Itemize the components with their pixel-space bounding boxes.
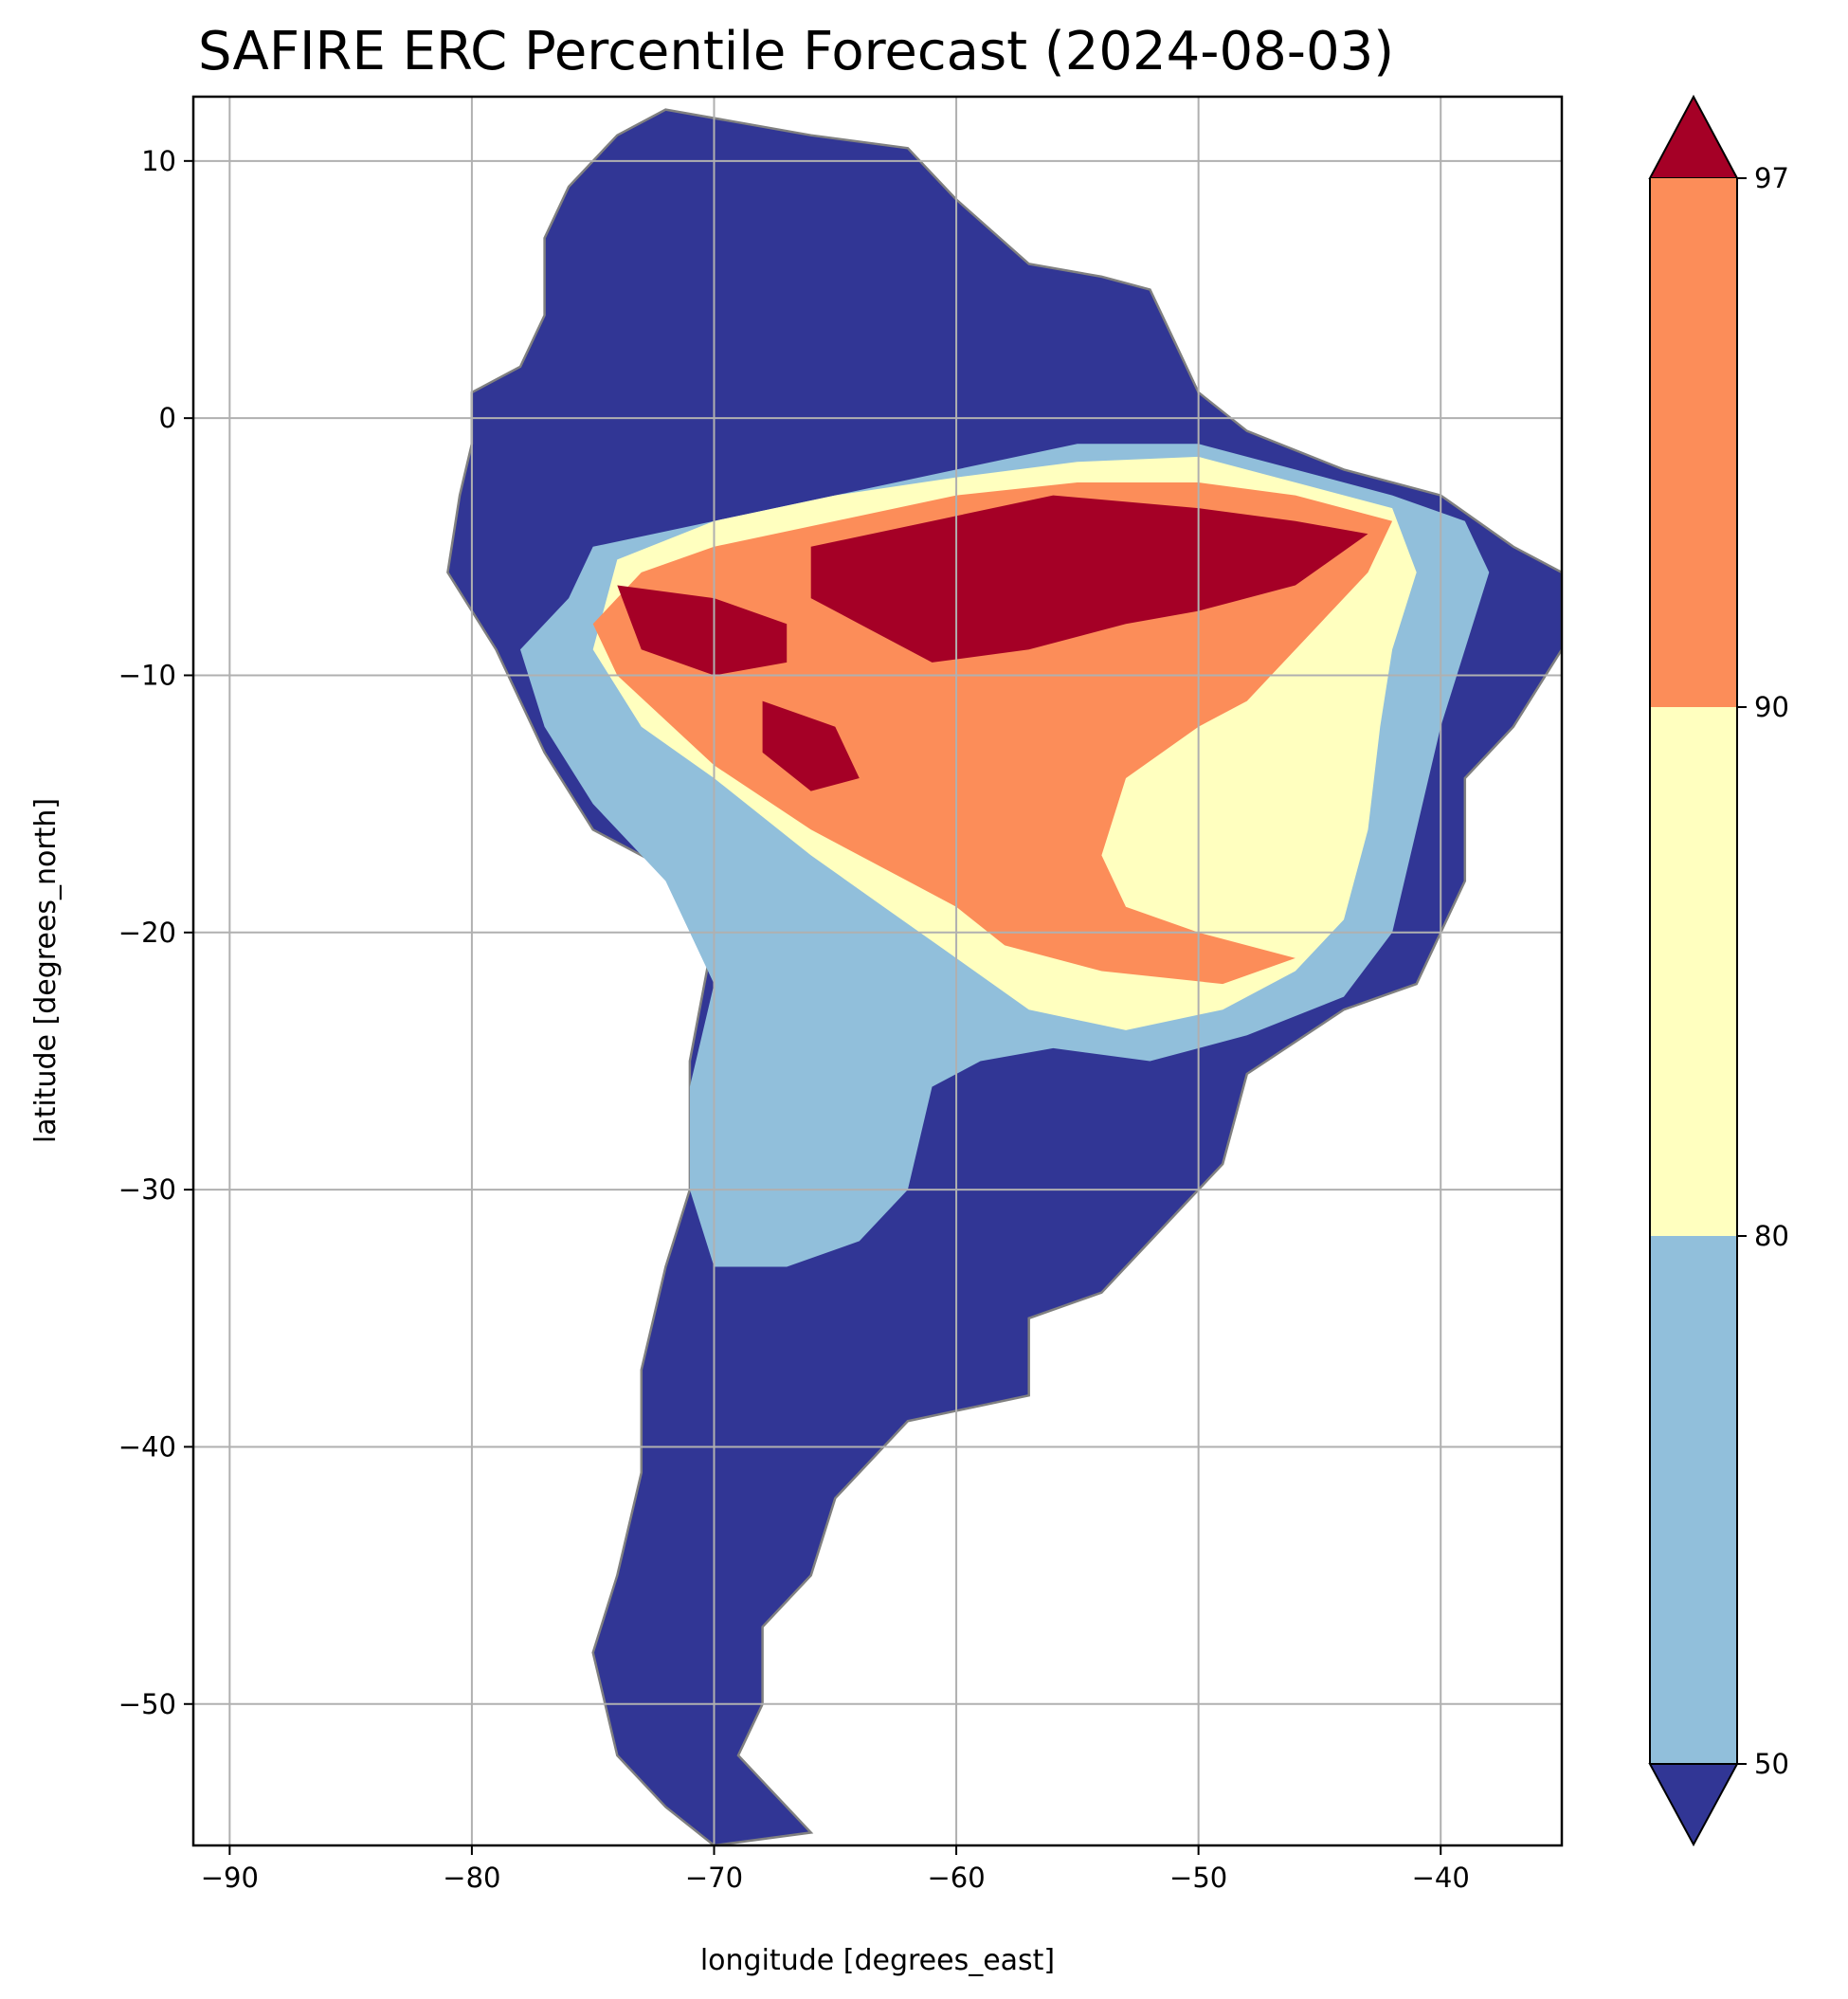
colorbar-segment-90-97: [1650, 178, 1737, 707]
colorbar-segment-80-90: [1650, 707, 1737, 1236]
map-region-above-97: [810, 495, 1368, 663]
x-tick-label: −60: [927, 1862, 985, 1894]
x-axis-label: longitude [degrees_east]: [700, 1944, 1055, 1977]
y-tick-label: −40: [118, 1430, 176, 1463]
colorbar-ticks: 50 80 90 97: [1737, 162, 1789, 1780]
y-axis-ticks: 10 0 −10 −20 −30 −40 −50: [118, 145, 193, 1720]
gridlines: [193, 97, 1562, 1845]
chart-title: SAFIRE ERC Percentile Forecast (2024-08-…: [197, 21, 1395, 82]
colorbar-tick-label: 90: [1754, 691, 1789, 723]
colorbar-extend-top: [1648, 94, 1739, 179]
y-axis-label: latitude [degrees_north]: [29, 798, 63, 1143]
colorbar-tick-label: 97: [1754, 162, 1789, 194]
y-tick-label: −30: [118, 1173, 176, 1206]
x-tick-label: −80: [443, 1862, 500, 1894]
map-regions: [446, 108, 1562, 1845]
plot-frame: [191, 95, 1564, 1847]
colorbar: 50 80 90 97: [1648, 94, 1789, 1847]
x-tick-label: −50: [1169, 1862, 1227, 1894]
colorbar-tick-label: 80: [1754, 1220, 1789, 1252]
y-tick-label: −10: [118, 659, 176, 691]
y-tick-label: −50: [118, 1688, 176, 1720]
x-tick-label: −70: [685, 1862, 743, 1894]
map-region-above-97: [762, 700, 860, 791]
colorbar-tick-label: 50: [1754, 1748, 1789, 1780]
x-axis-ticks: −90 −80 −70 −60 −50 −40: [201, 1845, 1470, 1894]
y-tick-label: −20: [118, 917, 176, 949]
y-tick-label: 10: [141, 145, 176, 177]
colorbar-segment-50-80: [1650, 1236, 1737, 1764]
x-tick-label: −40: [1412, 1862, 1470, 1894]
map-region-above-97: [617, 585, 788, 676]
x-tick-label: −90: [201, 1862, 259, 1894]
y-tick-label: 0: [159, 402, 176, 434]
colorbar-extend-bottom: [1648, 1763, 1739, 1847]
